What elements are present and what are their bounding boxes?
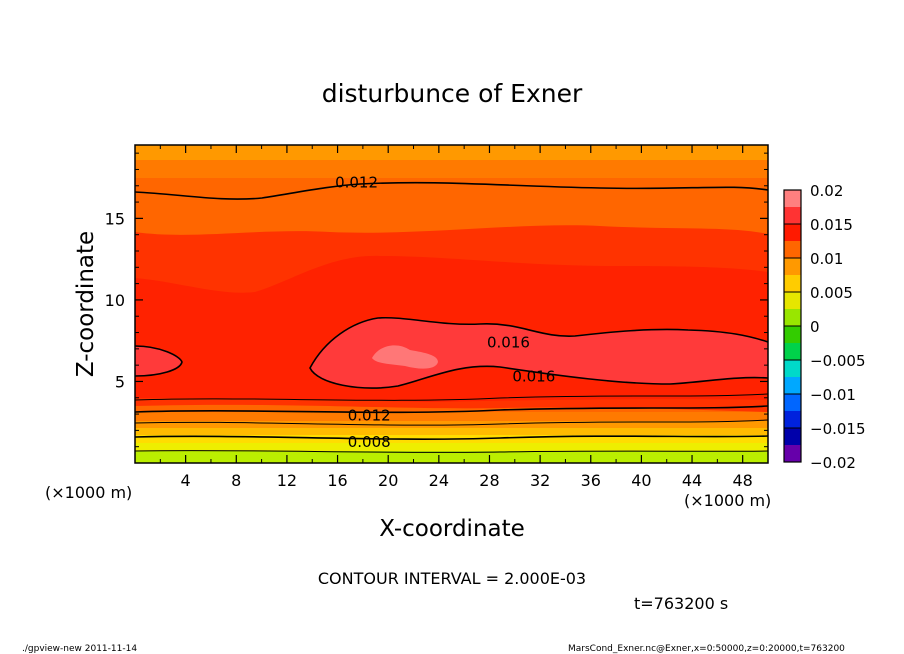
colorbar-label: 0: [810, 318, 820, 336]
band-top-0.010: [135, 145, 768, 163]
x-tick-label: 36: [581, 471, 601, 490]
colorbar-label: −0.01: [810, 386, 856, 404]
colorbar-swatch: [784, 292, 801, 310]
contour-label: 0.012: [335, 174, 378, 192]
x-tick-label: 16: [327, 471, 347, 490]
band-0.018-center: [310, 317, 768, 388]
contour-lines: [134, 181, 769, 453]
colorbar-label: 0.015: [810, 216, 853, 234]
colorbar-swatch: [784, 241, 801, 259]
y-axis-label: Z-coordinate: [73, 231, 99, 377]
band-low-0.005: [135, 451, 768, 463]
x-axis: 4 8 12 16 20 24 28 32 36 40 44 48: [159, 145, 753, 490]
x-tick-label: 44: [682, 471, 702, 490]
contour-label: 0.008: [348, 433, 391, 451]
band-top-0.011: [135, 160, 768, 178]
colorbar: 0.02 0.015 0.01 0.005 0 −0.005 −0.01 −0.015 −0.0…: [783, 182, 866, 472]
colorbar-label: −0.02: [810, 454, 856, 472]
x-axis-label: X-coordinate: [379, 516, 525, 542]
footer-right: MarsCond_Exner.nc@Exner,x=0:50000,z=0:20…: [568, 644, 845, 654]
colorbar-swatch: [784, 377, 801, 395]
contour-line-0.012-upper: [134, 181, 769, 200]
colorbar-swatch: [784, 258, 801, 276]
colorbar-swatch: [784, 326, 801, 344]
colorbar-swatch: [784, 445, 801, 463]
colorbar-swatch: [784, 207, 801, 225]
time-text: t=763200 s: [634, 594, 728, 613]
contour-line-0.016-center: [309, 316, 769, 389]
contour-line-0.014-low: [134, 393, 769, 401]
colorbar-label: −0.005: [810, 352, 866, 370]
colorbar-label: 0.005: [810, 284, 853, 302]
chart-title: disturbunce of Exner: [322, 79, 583, 108]
x-tick-label: 24: [429, 471, 449, 490]
contour-line-0.016-upper: [134, 345, 183, 377]
colorbar-swatch: [784, 428, 801, 446]
colorbar-swatch: [784, 309, 801, 327]
x-tick-label: 4: [181, 471, 191, 490]
band-0.020-center: [372, 345, 438, 369]
contour-label: 0.016: [487, 333, 530, 351]
x-tick-label: 32: [530, 471, 550, 490]
contour-line-0.006-low: [134, 450, 769, 453]
colorbar-swatch: [784, 224, 801, 242]
x-tick-label: 28: [479, 471, 499, 490]
band-low-0.008: [135, 428, 768, 436]
x-tick-label: 20: [378, 471, 398, 490]
contour-labels: 0.012 0.016 0.016 0.012 0.008: [335, 174, 555, 451]
band-low-0.006: [135, 443, 768, 452]
y-tick-label: 10: [105, 291, 125, 310]
band-low-0.010: [135, 412, 768, 422]
colorbar-swatch: [784, 190, 801, 208]
x-unit-left: (×1000 m): [45, 483, 132, 502]
x-tick-label: 8: [231, 471, 241, 490]
x-tick-label: 40: [631, 471, 651, 490]
footer-left: ./gpview-new 2011-11-14: [22, 644, 137, 654]
contour-fill: [135, 145, 768, 463]
contour-label: 0.016: [512, 368, 555, 386]
contour-interval-text: CONTOUR INTERVAL = 2.000E-03: [318, 569, 586, 588]
colorbar-swatch: [784, 360, 801, 378]
colorbar-label: −0.015: [810, 420, 866, 438]
colorbar-label: 0.01: [810, 250, 843, 268]
contour-label: 0.012: [348, 407, 391, 425]
x-unit-right: (×1000 m): [684, 491, 771, 510]
plot-frame: [134, 144, 769, 464]
colorbar-swatch: [784, 343, 801, 361]
y-tick-label: 5: [115, 372, 125, 391]
contour-line-0.008-low: [134, 435, 769, 440]
colorbar-swatch: [784, 275, 801, 293]
colorbar-swatch: [784, 411, 801, 429]
colorbar-label: 0.02: [810, 182, 843, 200]
y-axis: 5 10 15: [105, 152, 768, 448]
contour-line-0.012-low: [134, 405, 769, 414]
contour-line-0.010-low: [134, 419, 769, 426]
colorbar-swatch: [784, 394, 801, 412]
y-tick-label: 15: [105, 209, 125, 228]
x-tick-label: 48: [733, 471, 753, 490]
x-tick-label: 12: [277, 471, 297, 490]
